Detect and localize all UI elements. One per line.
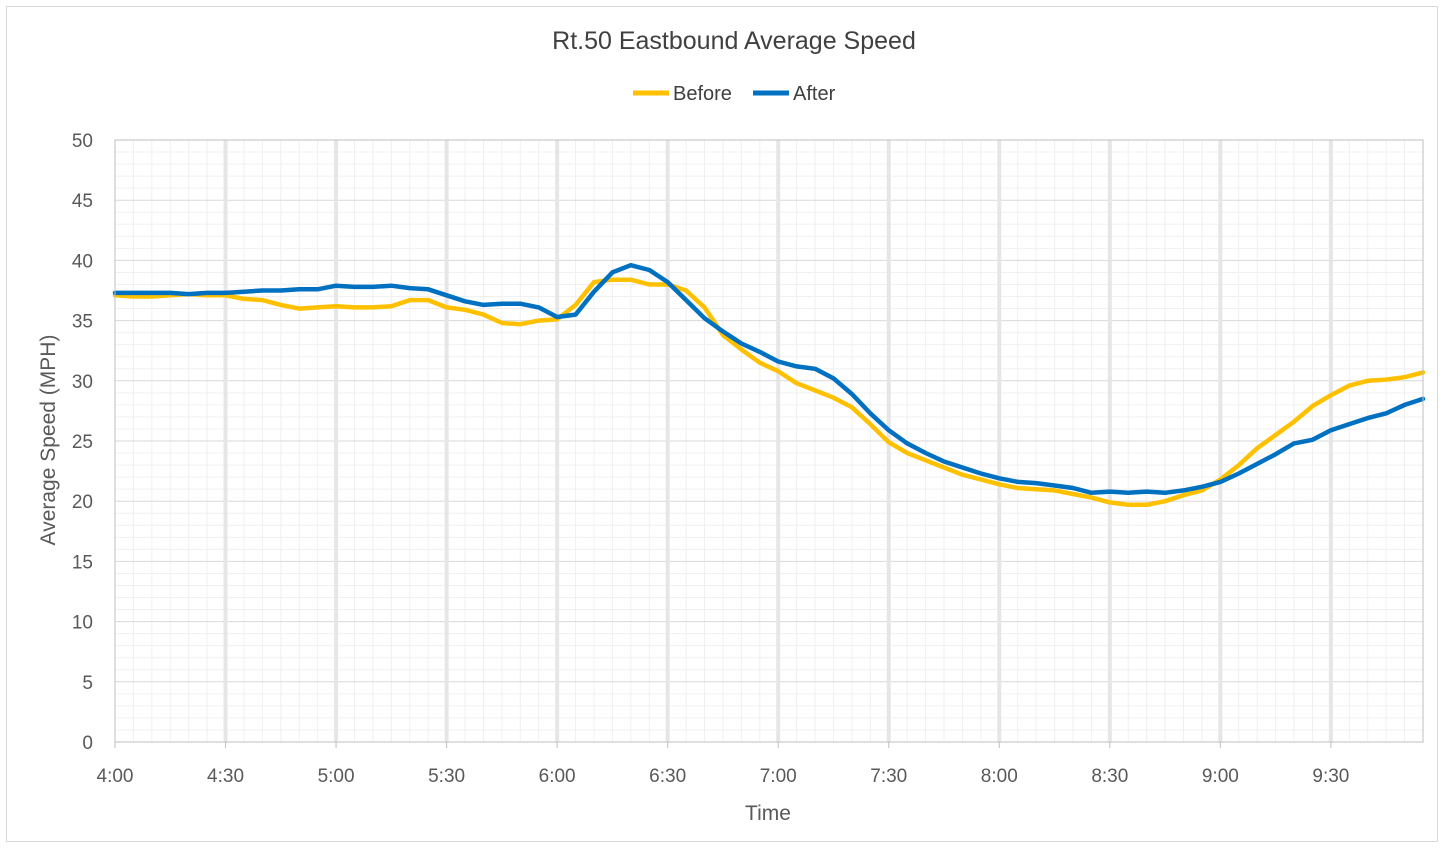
x-tick-label: 8:30	[1091, 766, 1128, 787]
legend: Before After	[633, 83, 836, 105]
legend-label-after: After	[793, 83, 836, 105]
x-tick-label: 5:30	[428, 766, 465, 787]
x-tick-label: 5:00	[318, 766, 355, 787]
y-tick-label: 30	[72, 372, 93, 393]
y-tick-label: 40	[72, 251, 93, 272]
x-tick-label: 4:30	[207, 766, 244, 787]
plot-area-border	[114, 139, 1424, 743]
chart-frame	[6, 6, 1438, 842]
x-tick-label: 9:00	[1202, 766, 1239, 787]
y-tick-label: 50	[72, 131, 93, 152]
series-layer	[112, 262, 1426, 508]
chart-title: Rt.50 Eastbound Average Speed	[552, 27, 916, 55]
y-tick-label: 35	[72, 312, 93, 333]
y-tick-label: 25	[72, 432, 93, 453]
x-tick-label: 6:00	[539, 766, 576, 787]
y-tick-label: 15	[72, 552, 93, 573]
series-line-after	[112, 262, 1426, 496]
x-tick-label: 4:00	[97, 766, 134, 787]
y-tick-label: 45	[72, 191, 93, 212]
y-axis-ticks: 0 5 10 15 20 25 30 35 40 45 50	[72, 131, 93, 754]
legend-label-before: Before	[673, 83, 732, 105]
x-tick-label: 9:30	[1312, 766, 1349, 787]
y-tick-label: 5	[82, 673, 93, 694]
x-tick-label: 7:30	[870, 766, 907, 787]
x-tick-label: 8:00	[981, 766, 1018, 787]
y-tick-label: 20	[72, 492, 93, 513]
x-axis-title: Time	[745, 802, 791, 825]
x-axis-ticks: 4:00 4:30 5:00 5:30 6:00 6:30 7:00 7:30 8:00 8:30…	[97, 742, 1349, 787]
y-tick-label: 10	[72, 613, 93, 634]
x-tick-label: 6:30	[649, 766, 686, 787]
series-line-before	[112, 277, 1426, 508]
y-tick-label: 0	[82, 733, 93, 754]
gridlines	[115, 140, 1424, 742]
y-axis-title: Average Speed (MPH)	[37, 335, 60, 546]
x-tick-label: 7:00	[760, 766, 797, 787]
